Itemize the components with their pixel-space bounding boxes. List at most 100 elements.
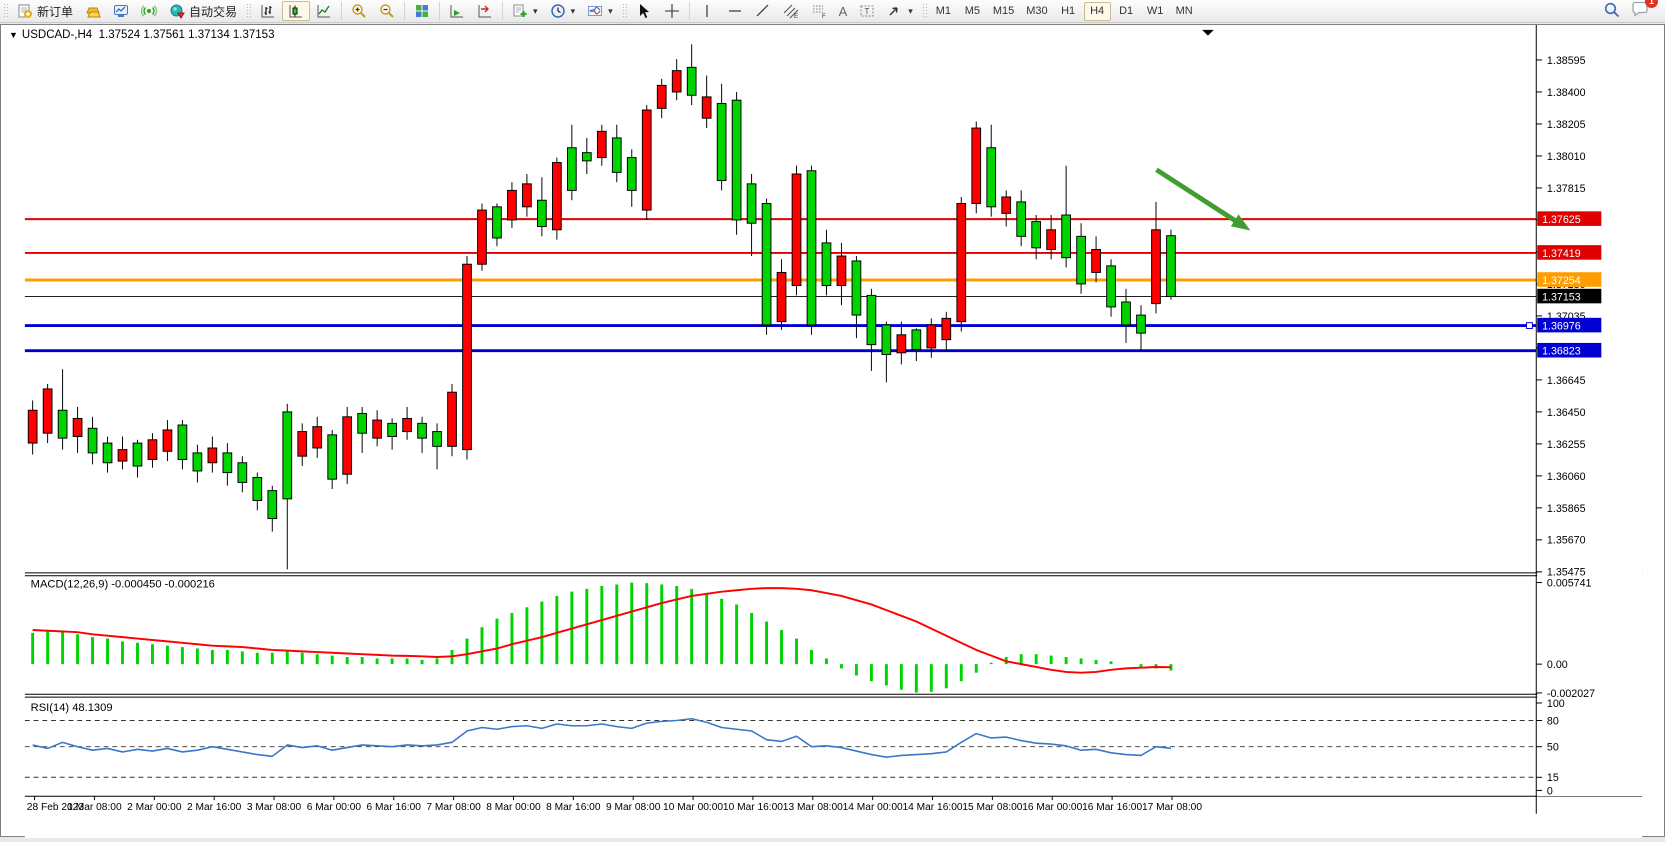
toolbar-drag-handle[interactable] [621, 3, 627, 19]
tile-windows-button[interactable] [408, 1, 436, 21]
gold-ingot-button[interactable] [79, 1, 107, 21]
candle-body [866, 294, 877, 346]
price-tick-label: 1.38400 [1547, 87, 1586, 99]
tab-timeframe-H1[interactable]: H1 [1061, 4, 1076, 17]
auto-scroll-icon [449, 3, 465, 19]
candle-body [87, 427, 98, 454]
auto-scroll-button[interactable] [443, 1, 471, 21]
notifications-button[interactable]: 1 [1631, 0, 1658, 21]
macd-panel [31, 582, 1173, 693]
tab-timeframe-H4[interactable]: H4 [1083, 1, 1111, 21]
channel-tool-button[interactable]: E [777, 1, 805, 21]
price-tick-label: 1.36450 [1547, 407, 1586, 419]
dropdown-caret-icon[interactable]: ▾ [908, 5, 913, 16]
hline-tool-button[interactable] [721, 1, 749, 21]
candle-body [537, 199, 547, 227]
tab-timeframe-D1[interactable]: D1 [1119, 4, 1134, 17]
time-tick-label: 16 Mar 16:00 [1082, 802, 1142, 813]
candlestick-mode-button[interactable] [282, 1, 311, 21]
trendline-tool-button[interactable] [749, 1, 777, 21]
candle-body [836, 255, 847, 287]
candle-body [806, 170, 817, 326]
chart-title: ▼ USDCAD-,H4 1.37524 1.37561 1.37134 1.37… [9, 29, 274, 41]
candle-body [686, 66, 697, 96]
fibonacci-tool-button[interactable]: F [805, 1, 833, 21]
candle-body [1091, 248, 1101, 273]
candle-body [956, 203, 967, 323]
bar-chart-mode-button[interactable] [254, 1, 282, 21]
macd-axis-label: 0.00 [1547, 659, 1568, 671]
price-tick-label: 1.36060 [1547, 471, 1586, 483]
tile-windows-icon [414, 3, 430, 19]
chart-shift-button[interactable] [471, 1, 499, 21]
tab-timeframe-M15[interactable]: M15 [992, 4, 1015, 17]
label-tool-button[interactable]: T [853, 1, 881, 21]
vertical-line-icon [699, 3, 715, 19]
candle-body [147, 439, 158, 460]
text-tool-button[interactable]: A [833, 1, 854, 21]
candle-body [716, 102, 727, 182]
price-tick-label: 1.36255 [1547, 439, 1586, 451]
toolbar-drag-handle[interactable] [3, 3, 8, 19]
price-badge-1.36823 [1537, 342, 1602, 358]
dropdown-caret-icon[interactable]: ▾ [533, 5, 538, 16]
candle-body [731, 99, 742, 221]
collapse-triangle-icon[interactable]: ▼ [9, 30, 18, 40]
cursor-tool-button[interactable] [630, 1, 658, 21]
candle-body [177, 424, 188, 460]
new-chart-button[interactable]: ▾ [506, 1, 544, 21]
autotrade-button[interactable]: 自动交易 [163, 1, 243, 21]
terminal-button[interactable] [107, 1, 135, 21]
price-tick-label: 1.35865 [1547, 503, 1586, 515]
chart-canvas[interactable]: MACD(12,26,9) -0.000450 -0.000216 RSI(14)… [1, 25, 1665, 838]
zoom-out-button[interactable] [373, 1, 401, 21]
toolbar-drag-handle[interactable] [921, 3, 927, 19]
arrows-tool-button[interactable]: ▾ [881, 1, 919, 21]
chart-window[interactable]: ▼ USDCAD-,H4 1.37524 1.37561 1.37134 1.37… [0, 24, 1665, 838]
candle-body [791, 173, 802, 287]
time-axis[interactable] [34, 796, 1173, 801]
annotation-arrow[interactable] [1155, 167, 1251, 231]
vline-tool-button[interactable] [693, 1, 721, 21]
candle-body [896, 334, 907, 354]
tab-timeframe-W1[interactable]: W1 [1146, 4, 1164, 17]
price-tick-label: 1.37815 [1547, 183, 1586, 195]
tab-timeframe-M30[interactable]: M30 [1026, 4, 1048, 17]
dropdown-caret-icon[interactable]: ▾ [570, 5, 576, 16]
tab-timeframe-M5[interactable]: M5 [964, 4, 980, 17]
time-tick-label: 6 Mar 16:00 [367, 802, 422, 813]
zoom-in-button[interactable] [345, 1, 373, 21]
price-badge-label: 1.37153 [1542, 291, 1581, 303]
time-tick-label: 6 Mar 00:00 [307, 802, 362, 813]
line-chart-mode-button[interactable] [310, 1, 338, 21]
candle-body [462, 263, 472, 451]
timeframe-group: M1 M5 M15 M30 H1 H4 D1 W1 MN [930, 1, 1198, 21]
tab-timeframe-MN[interactable]: MN [1175, 4, 1193, 17]
periods-button[interactable]: ▾ [544, 1, 582, 21]
price-badge-1.36976 [1537, 317, 1602, 333]
crosshair-tool-button[interactable] [658, 1, 686, 21]
new-order-button[interactable]: 新订单 [11, 1, 79, 21]
time-tick-label: 28 Feb 2023 [27, 802, 85, 813]
time-tick-label: 14 Mar 00:00 [843, 802, 903, 813]
candle-body [27, 409, 38, 444]
window-marker-icon[interactable] [1202, 29, 1214, 36]
candle-body [117, 449, 128, 462]
tab-timeframe-M1[interactable]: M1 [935, 4, 951, 17]
indicators-button[interactable]: ▾ [581, 1, 619, 21]
hline-drag-handle[interactable] [1526, 322, 1533, 329]
new-chart-icon [512, 3, 528, 19]
rsi-axis-label: 100 [1547, 698, 1565, 710]
candle-body [252, 477, 263, 501]
signal-button[interactable] [135, 1, 163, 21]
price-tick-label: 1.36645 [1547, 375, 1586, 387]
search-icon[interactable] [1603, 1, 1621, 22]
time-tick-label: 14 Mar 16:00 [903, 802, 963, 813]
dropdown-caret-icon[interactable]: ▾ [608, 5, 613, 16]
price-tick-label: 1.35670 [1547, 535, 1586, 547]
candle-body [746, 183, 757, 224]
toolbar-drag-handle[interactable] [246, 3, 252, 19]
price-axis[interactable] [1537, 25, 1643, 797]
chat-bubble-icon [1632, 1, 1648, 17]
candle-body [402, 417, 412, 433]
